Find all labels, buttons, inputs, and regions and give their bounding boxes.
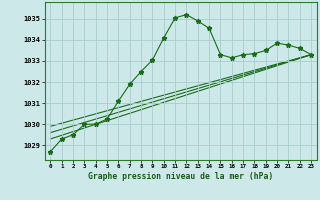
- X-axis label: Graphe pression niveau de la mer (hPa): Graphe pression niveau de la mer (hPa): [88, 172, 273, 181]
